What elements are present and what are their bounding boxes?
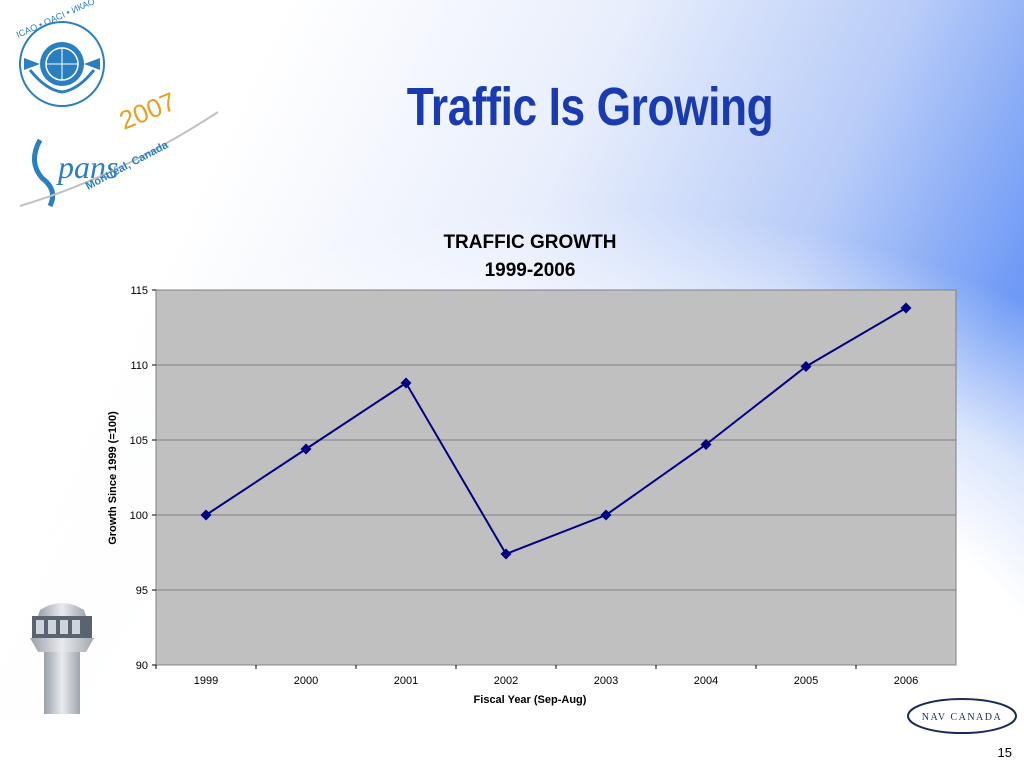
data-point-marker [400, 377, 412, 389]
data-point-marker [800, 361, 812, 372]
data-point-marker [500, 548, 512, 560]
chart-title: TRAFFIC GROWTH [443, 232, 616, 253]
plot-area [155, 289, 957, 666]
control-tower-image [30, 603, 94, 714]
nav-canada-logo: NAV CANADA [906, 697, 1018, 735]
icao-emblem [19, 21, 105, 107]
y-tick-label: 95 [136, 585, 148, 597]
slide-title: Traffic Is Growing [406, 77, 774, 137]
x-tick-label: 2004 [694, 675, 718, 687]
x-tick-label: 2002 [494, 675, 518, 687]
x-tick-label: 2006 [894, 675, 918, 687]
nav-canada-text: NAV CANADA [922, 712, 1002, 723]
data-point-marker [300, 443, 312, 455]
x-tick-label: 2000 [294, 675, 318, 687]
x-axis-ticks: 1999 2000 2001 2002 2003 2004 2005 2006 [155, 665, 918, 687]
series-line [205, 307, 907, 556]
data-point-marker [700, 439, 712, 450]
data-markers [200, 302, 912, 560]
data-point-marker [900, 302, 912, 314]
spans-2007-logo: ICAO • OACI • ИКАО pans 2007 Montréal, C… [15, 0, 219, 208]
y-tick-label: 90 [136, 660, 148, 672]
y-tick-label: 100 [130, 510, 148, 522]
x-tick-label: 1999 [194, 675, 218, 687]
y-axis-ticks: 90 95 100 105 110 115 [130, 285, 156, 672]
x-tick-label: 2003 [594, 675, 618, 687]
y-tick-label: 115 [130, 285, 148, 297]
data-point-marker [200, 509, 212, 521]
y-tick-label: 110 [130, 360, 148, 372]
y-tick-label: 105 [130, 435, 148, 447]
svg-text:pans: pans [56, 149, 118, 185]
chart-subtitle: 1999-2006 [485, 260, 576, 281]
x-tick-label: 2001 [394, 675, 418, 687]
data-point-marker [600, 509, 612, 521]
x-axis-label: Fiscal Year (Sep-Aug) [474, 694, 587, 706]
x-tick-label: 2005 [794, 675, 818, 687]
y-axis-label: Growth Since 1999 (=100) [107, 411, 119, 545]
page-number: 15 [997, 745, 1012, 760]
spans-swoosh: pans [19, 111, 219, 208]
